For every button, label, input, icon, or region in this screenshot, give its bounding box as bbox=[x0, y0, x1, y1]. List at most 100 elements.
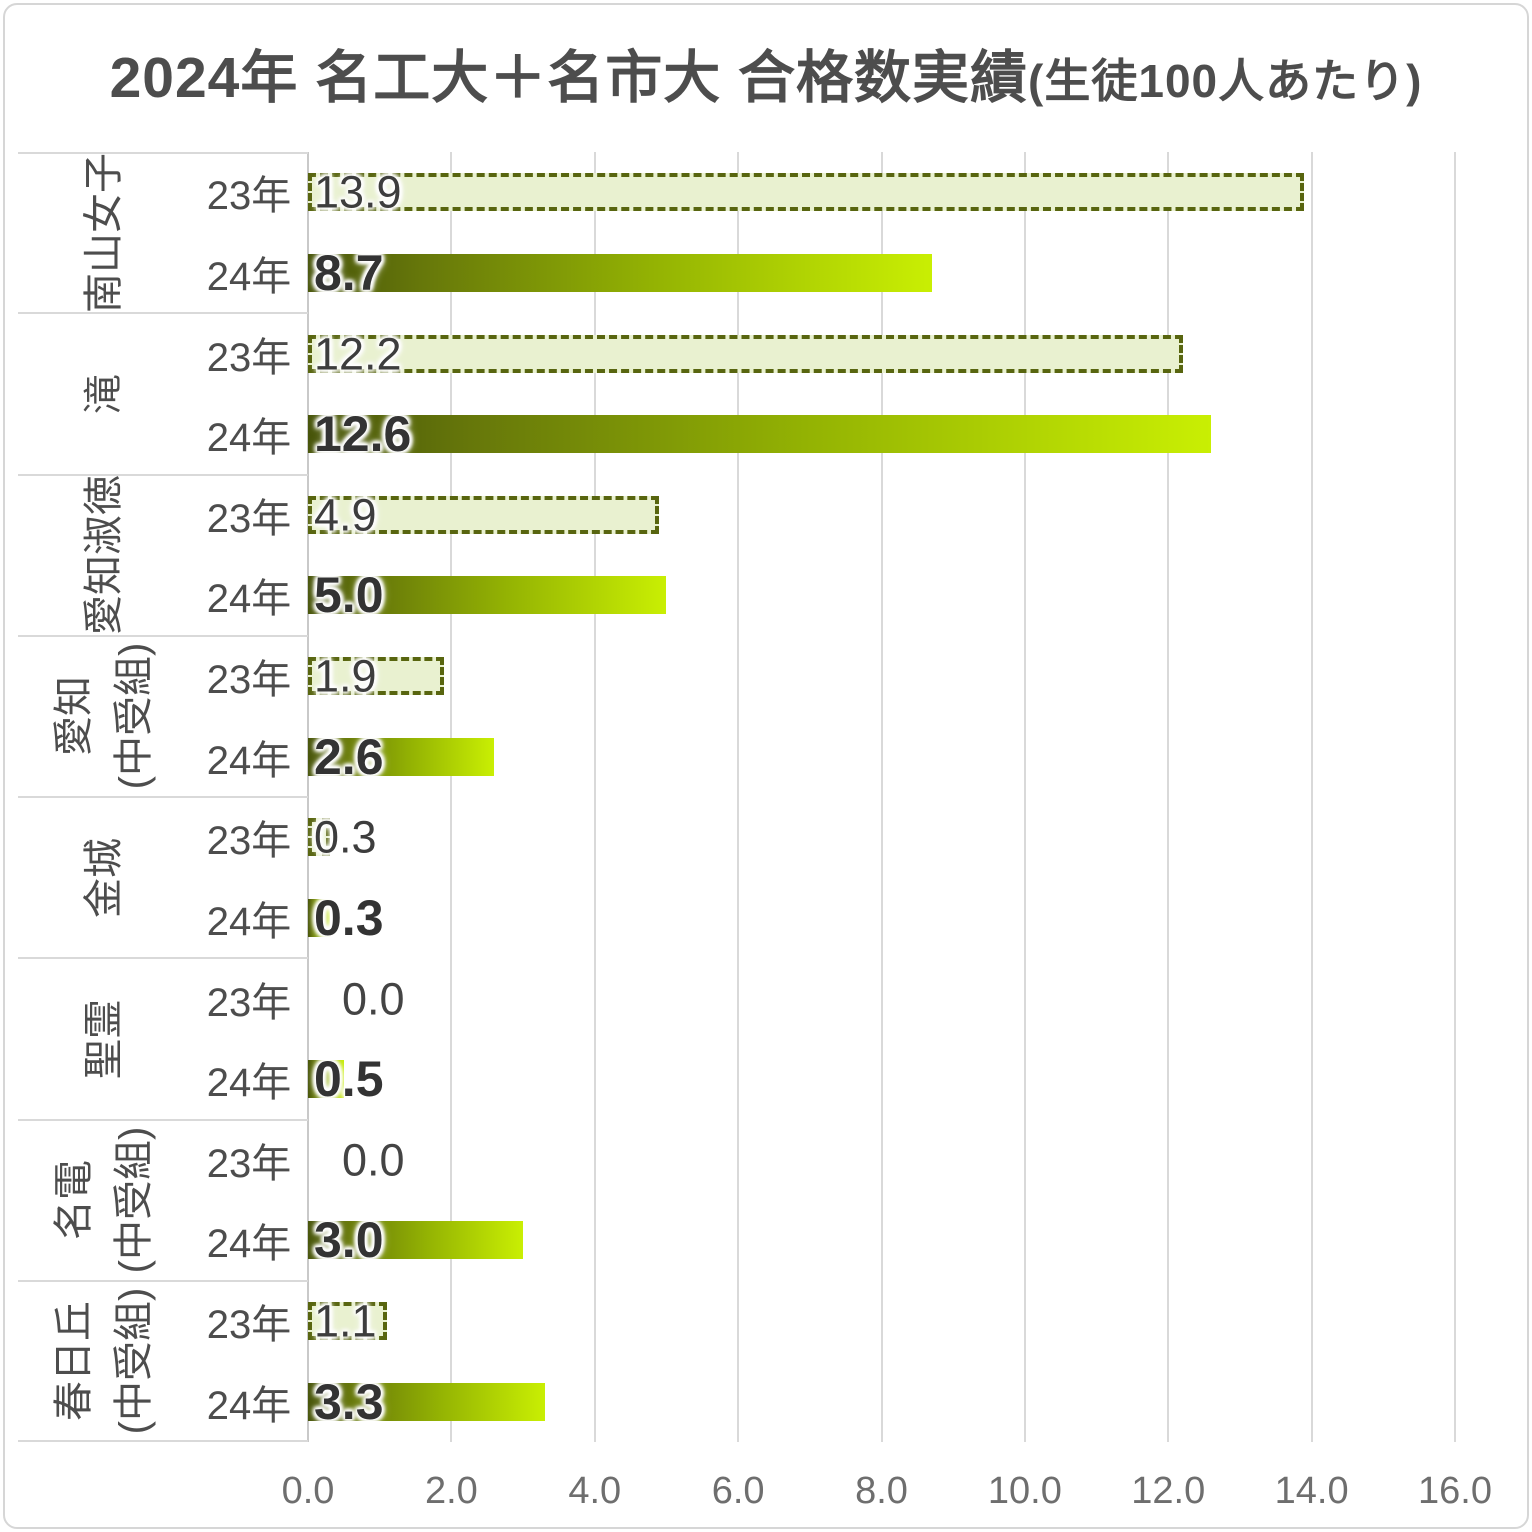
bar-2023 bbox=[308, 495, 660, 534]
school-label: 南山女子 bbox=[74, 153, 134, 313]
bar-track-block: 12.2 12.6 bbox=[308, 313, 1455, 474]
bar-track-block: 0.0 3.0 bbox=[308, 1120, 1455, 1281]
year-label: 23年 bbox=[206, 980, 292, 1025]
bar-value-label: 5.0 bbox=[314, 567, 384, 624]
bar-row: 12.2 bbox=[308, 313, 1455, 394]
year-column: 23年 24年 bbox=[190, 797, 308, 958]
bar-group: 名電 (中受組) 23年 24年 0.0 3.0 bbox=[18, 1120, 1455, 1281]
bar-row: 0.0 bbox=[308, 1120, 1455, 1201]
x-tick-label: 6.0 bbox=[711, 1470, 765, 1512]
school-label: 聖霊 bbox=[74, 999, 134, 1079]
year-label: 23年 bbox=[206, 819, 292, 864]
school-label-line: (中受組) bbox=[112, 643, 156, 790]
year-label: 24年 bbox=[206, 416, 292, 461]
year-column: 23年 24年 bbox=[190, 958, 308, 1119]
school-cell: 名電 (中受組) bbox=[18, 1120, 190, 1281]
gridline bbox=[1454, 152, 1456, 1442]
bar-2023 bbox=[308, 1302, 387, 1341]
bar-value-label: 0.0 bbox=[342, 1134, 405, 1186]
bar-group-container: 南山女子 23年 24年 13.9 8.7 滝 23年 24年 12.2 12.6 愛知淑徳 23年 2… bbox=[18, 152, 1455, 1442]
chart-title-main: 2024年 名工大＋名市大 合格数実績 bbox=[109, 46, 1029, 110]
gridline bbox=[1310, 152, 1313, 1442]
school-cell: 愛知 (中受組) bbox=[18, 636, 190, 797]
bar-value-label: 13.9 bbox=[314, 166, 402, 218]
category-separator bbox=[18, 1279, 308, 1282]
bar-row: 3.0 bbox=[308, 1200, 1455, 1281]
gridline-layer bbox=[18, 152, 1456, 1442]
school-label: 名電 (中受組) bbox=[44, 1127, 164, 1274]
school-cell: 春日丘 (中受組) bbox=[18, 1281, 190, 1442]
category-separator bbox=[18, 312, 308, 315]
bar-group: 愛知淑徳 23年 24年 4.9 5.0 bbox=[18, 475, 1455, 636]
category-separator-layer bbox=[18, 152, 1455, 1442]
x-tick-label: 0.0 bbox=[281, 1470, 335, 1512]
bar-row: 4.9 bbox=[308, 475, 1455, 556]
bar-2023 bbox=[308, 173, 1305, 212]
bar-2023 bbox=[308, 334, 1183, 373]
category-label-block: 春日丘 (中受組) 23年 24年 bbox=[18, 1281, 308, 1442]
x-tick-label: 14.0 bbox=[1274, 1470, 1349, 1512]
year-column: 23年 24年 bbox=[190, 1120, 308, 1281]
category-separator bbox=[18, 152, 308, 154]
bar-2024 bbox=[308, 1060, 344, 1099]
category-separator bbox=[18, 796, 308, 798]
category-separator bbox=[18, 1118, 308, 1121]
category-label-block: 金城 23年 24年 bbox=[18, 797, 308, 958]
category-label-block: 南山女子 23年 24年 bbox=[18, 152, 308, 313]
school-label: 愛知淑徳 bbox=[74, 475, 134, 635]
category-separator bbox=[18, 1440, 308, 1442]
bar-row: 5.0 bbox=[308, 555, 1455, 636]
bar-group: 春日丘 (中受組) 23年 24年 1.1 3.3 bbox=[18, 1281, 1455, 1442]
bar-track-block: 0.0 0.5 bbox=[308, 958, 1455, 1119]
x-axis: 0.0 2.0 4.0 6.0 8.0 10.0 12.0 14.0 16.0 bbox=[18, 1442, 1492, 1512]
bar-2023 bbox=[308, 818, 330, 857]
year-label: 24年 bbox=[206, 254, 292, 299]
bar-value-label: 0.3 bbox=[314, 811, 377, 863]
school-label-line: 南山女子 bbox=[82, 152, 126, 313]
year-label: 24年 bbox=[206, 1061, 292, 1106]
school-label: 金城 bbox=[74, 838, 134, 918]
bar-row: 0.3 bbox=[308, 878, 1455, 959]
x-tick-label: 2.0 bbox=[424, 1470, 478, 1512]
bar-track-block: 1.1 3.3 bbox=[308, 1281, 1455, 1442]
year-label: 24年 bbox=[206, 899, 292, 944]
year-label: 24年 bbox=[206, 1222, 292, 1267]
gridline bbox=[450, 152, 453, 1442]
school-label-line: 聖霊 bbox=[82, 998, 126, 1079]
school-label-line: 金城 bbox=[82, 837, 126, 918]
x-tick-label: 10.0 bbox=[987, 1470, 1062, 1512]
school-cell: 南山女子 bbox=[18, 152, 190, 313]
bar-2024 bbox=[308, 898, 330, 937]
gridline bbox=[880, 152, 883, 1442]
school-cell: 金城 bbox=[18, 797, 190, 958]
year-column: 23年 24年 bbox=[190, 152, 308, 313]
year-label: 23年 bbox=[206, 1141, 292, 1186]
bar-row: 8.7 bbox=[308, 233, 1455, 314]
year-label: 23年 bbox=[206, 174, 292, 219]
bar-group: 金城 23年 24年 0.3 0.3 bbox=[18, 797, 1455, 958]
bar-row: 0.3 bbox=[308, 797, 1455, 878]
category-label-block: 滝 23年 24年 bbox=[18, 313, 308, 474]
bar-value-label: 0.0 bbox=[342, 973, 405, 1025]
category-label-block: 名電 (中受組) 23年 24年 bbox=[18, 1120, 308, 1281]
bar-group: 南山女子 23年 24年 13.9 8.7 bbox=[18, 152, 1455, 313]
school-label-line: 愛知淑徳 bbox=[82, 475, 126, 636]
school-label: 滝 bbox=[74, 374, 134, 414]
gridline bbox=[737, 152, 740, 1442]
y-axis-line bbox=[307, 152, 309, 1442]
category-separator bbox=[18, 957, 308, 960]
school-label: 春日丘 (中受組) bbox=[44, 1288, 164, 1435]
bar-row: 13.9 bbox=[308, 152, 1455, 233]
school-cell: 愛知淑徳 bbox=[18, 475, 190, 636]
bar-value-label: 12.2 bbox=[314, 328, 402, 380]
bar-2024 bbox=[308, 1382, 545, 1421]
bar-row: 1.9 bbox=[308, 636, 1455, 717]
school-label-line: 愛知 bbox=[52, 676, 96, 757]
year-label: 23年 bbox=[206, 658, 292, 703]
bar-group: 愛知 (中受組) 23年 24年 1.9 2.6 bbox=[18, 636, 1455, 797]
school-label-line: 滝 bbox=[82, 373, 126, 414]
bar-value-label: 3.3 bbox=[314, 1373, 384, 1430]
x-tick-label: 4.0 bbox=[568, 1470, 622, 1512]
bar-2024 bbox=[308, 1221, 524, 1260]
